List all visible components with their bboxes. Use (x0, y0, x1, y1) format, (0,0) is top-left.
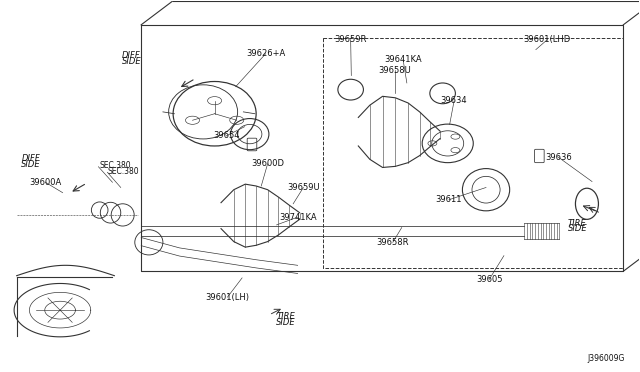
Text: 39634: 39634 (441, 96, 467, 105)
Text: TIRE: TIRE (276, 312, 296, 321)
Text: DIFF: DIFF (21, 154, 40, 163)
Text: 39659U: 39659U (287, 183, 320, 192)
Text: 39741KA: 39741KA (279, 213, 316, 222)
Text: 39600A: 39600A (29, 178, 61, 187)
Text: 39659R: 39659R (335, 35, 367, 44)
Text: SIDE: SIDE (276, 318, 296, 327)
Text: DIFF: DIFF (122, 51, 141, 60)
Text: 39636: 39636 (545, 153, 572, 161)
Text: 39626+A: 39626+A (246, 49, 285, 58)
Text: 39654: 39654 (213, 131, 239, 141)
Text: SEC.380: SEC.380 (100, 161, 131, 170)
Text: SIDE: SIDE (568, 224, 587, 234)
Text: 39601(LHD: 39601(LHD (524, 35, 571, 44)
Text: 39658R: 39658R (376, 238, 409, 247)
Text: 39601(LH): 39601(LH) (205, 293, 250, 302)
Text: 39611: 39611 (436, 195, 462, 204)
Text: 39658U: 39658U (378, 66, 411, 75)
Text: 39600D: 39600D (251, 159, 284, 168)
Text: TIRE: TIRE (568, 219, 587, 228)
Text: SIDE: SIDE (21, 160, 40, 169)
Text: 39605: 39605 (476, 275, 502, 284)
Text: SIDE: SIDE (122, 57, 141, 66)
Text: 39641KA: 39641KA (384, 55, 422, 64)
Text: SEC.380: SEC.380 (108, 167, 140, 176)
Text: J396009G: J396009G (588, 354, 625, 363)
